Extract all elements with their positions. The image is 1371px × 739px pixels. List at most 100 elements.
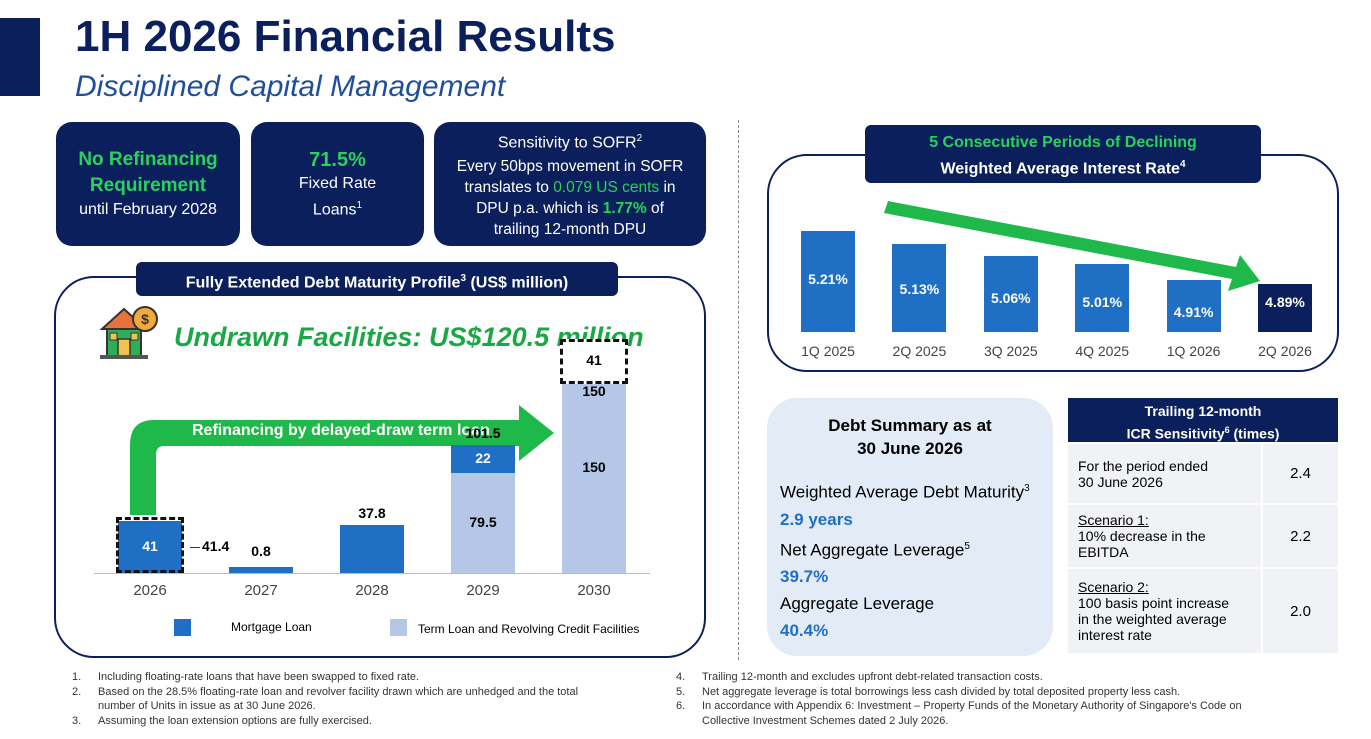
refi-line3: until February 2028 [79,201,217,218]
icr-row2-value: 2.2 [1261,504,1338,569]
icr-row1-line2: 30 June 2026 [1078,473,1163,490]
icr-row-desc: Scenario 1: 10% decrease in the EBITDA [1068,504,1262,569]
rate-axis-label-1q-2026: 1Q 2026 [1166,343,1221,359]
rate-bar-1q-2025 [801,230,855,332]
footnote-3-text: Assuming the loan extension options are … [98,714,372,727]
icr-footnote-ref: 6 [1224,425,1230,435]
sofr-t3c: of [646,199,664,217]
fixed-rate-card: 71.5% Fixed Rate Loans1 [251,122,424,246]
no-refinancing-card: No Refinancing Requirement until Februar… [56,122,240,246]
wadm-label-text: Weighted Average Debt Maturity [780,482,1025,502]
debt-label-2028-total: 37.8 [358,505,386,522]
icr-row3-line3: interest rate [1078,627,1152,643]
icr-row-desc: For the period ended 30 June 2026 [1068,444,1262,505]
debt-bar-term-2030 [562,384,626,573]
icr-row3-line1: 100 basis point increase [1078,595,1229,611]
wadm-footnote-ref: 3 [1024,483,1030,494]
footnote-4-text: Trailing 12-month and excludes upfront d… [702,671,1043,683]
icr-header-text: ICR Sensitivity [1126,425,1225,442]
rate-axis-label-2q-2026: 2Q 2026 [1258,343,1312,359]
interest-rate-title-line1: 5 Consecutive Periods of Declining [929,134,1197,151]
rate-label-1q-2025: 5.21% [808,270,848,287]
debt-label-2026-connector [190,547,200,549]
footnote-1-text: Including floating-rate loans that have … [98,671,420,683]
debt-maturity-footnote-ref: 3 [460,273,467,284]
footnote-6-num: 6. [676,700,686,712]
refi-line2: Requirement [89,175,207,196]
footnote-1-num: 1. [72,671,82,683]
debt-axis-label-2029: 2029 [466,582,500,599]
house-money-icon: $ [99,306,158,359]
debt-chart-baseline [94,573,650,574]
icr-row2-line2: EBITDA [1078,544,1129,560]
footnote-2-num: 2. [72,685,82,698]
footnote-2-cont: number of Units in issue as at 30 June 2… [72,699,652,714]
page-title: 1H 2026 Financial Results [75,12,616,61]
icr-header-line1: Trailing 12-month [1144,403,1262,419]
declining-trend-arrow [884,201,1260,291]
interest-rate-title-line2: Weighted Average Interest Rate4 [865,154,1261,180]
sofr-pct-value: 1.77% [602,199,647,217]
debt-maturity-chart: Refinancing by delayed-draw term loan 20… [94,338,654,610]
legend-mortgage-swatch [174,619,191,636]
footnote-6: 6. In accordance with Appendix 6: Investm… [676,699,1336,714]
icr-row: Scenario 2: 100 basis point increase in th… [1068,568,1338,655]
debt-maturity-header: Fully Extended Debt Maturity Profile3 (U… [136,262,618,296]
sofr-title-text: Sensitivity to SOFR [497,134,637,152]
debt-label-2029-mortgage: 22 [475,449,491,466]
icr-row1-value: 2.4 [1261,444,1338,505]
rate-bar-2q-2025 [892,243,947,332]
debt-axis-label-2026: 2026 [133,582,167,599]
nal-label: Net Aggregate Leverage5 [780,533,1030,564]
legend-term-label: Term Loan and Revolving Credit Facilitie… [418,622,640,636]
debt-summary-metrics: Weighted Average Debt Maturity3 2.9 year… [780,475,1030,644]
footnote-2-text: Based on the 28.5% floating-rate loan an… [98,685,579,698]
footnote-2: 2. Based on the 28.5% floating-rate loan … [72,685,652,700]
rate-label-3q-2025: 5.06% [990,289,1031,306]
sofr-footnote-ref: 2 [636,133,643,145]
sofr-t3a: DPU p.a. which is [476,199,603,217]
sofr-t2c: in [659,178,676,196]
interest-rate-title-text: Weighted Average Interest Rate [940,160,1180,178]
sofr-title: Sensitivity to SOFR2 [498,128,642,153]
sofr-text-line3: DPU p.a. which is 1.77% of [476,198,664,219]
icr-row-desc: Scenario 2: 100 basis point increase in th… [1068,568,1262,655]
debt-label-2029-term: 79.5 [469,513,497,530]
icr-table-header: Trailing 12-month ICR Sensitivity6 (time… [1068,398,1338,442]
debt-axis-label-2028: 2028 [355,582,389,599]
debt-2026-highlight-box [116,517,184,573]
debt-label-2026-total: 41.4 [202,538,230,555]
debt-bar-mortgage-2026 [118,521,182,573]
refinancing-arrow-label: Refinancing by delayed-draw term loan [192,422,490,439]
debt-summary-title-line1: Debt Summary as at [828,416,992,435]
icr-row2-heading: Scenario 1: [1078,512,1149,528]
legend-mortgage-label: Mortgage Loan [231,620,312,634]
debt-axis-label-2030: 2030 [577,582,611,599]
icr-row3-heading: Scenario 2: [1078,579,1149,595]
footnote-6-cont: Collective Investment Schemes dated 2 Ju… [676,714,1336,729]
sofr-text-line1: Every 50bps movement in SOFR [456,157,684,175]
icr-row3-value: 2.0 [1261,568,1338,655]
fixed-rate-line3: Loans1 [313,195,362,221]
icr-row3-line2: in the weighted average [1078,611,1227,627]
rate-bar-3q-2025 [983,255,1038,332]
sofr-cents-value: 0.079 US cents [553,178,660,196]
debt-2030-undrawn-box [560,338,628,384]
sofr-text-line2: translates to 0.079 US cents in [464,177,675,198]
footnotes-right: 4. Trailing 12-month and excludes upfront… [676,670,1336,728]
footnote-4: 4. Trailing 12-month and excludes upfront… [676,670,1336,685]
debt-label-2026-segment: 41 [142,538,158,555]
interest-rate-footnote-ref: 4 [1179,159,1186,170]
refinancing-arrow [130,405,554,515]
section-divider [738,120,739,660]
sofr-t2a: translates to [464,178,554,196]
footnote-5-text: Net aggregate leverage is total borrowin… [702,685,1181,698]
footnotes-left: 1. Including floating-rate loans that hav… [72,670,652,728]
rate-label-2q-2025: 5.13% [899,280,940,297]
legend-term-swatch [390,619,407,636]
refi-line1: No Refinancing [78,149,218,170]
rate-axis-label-4q-2025: 4Q 2025 [1075,343,1130,359]
debt-bar-mortgage-2028 [340,525,404,573]
rate-label-1q-2026: 4.91% [1173,304,1214,321]
debt-axis-label-2027: 2027 [244,582,278,599]
